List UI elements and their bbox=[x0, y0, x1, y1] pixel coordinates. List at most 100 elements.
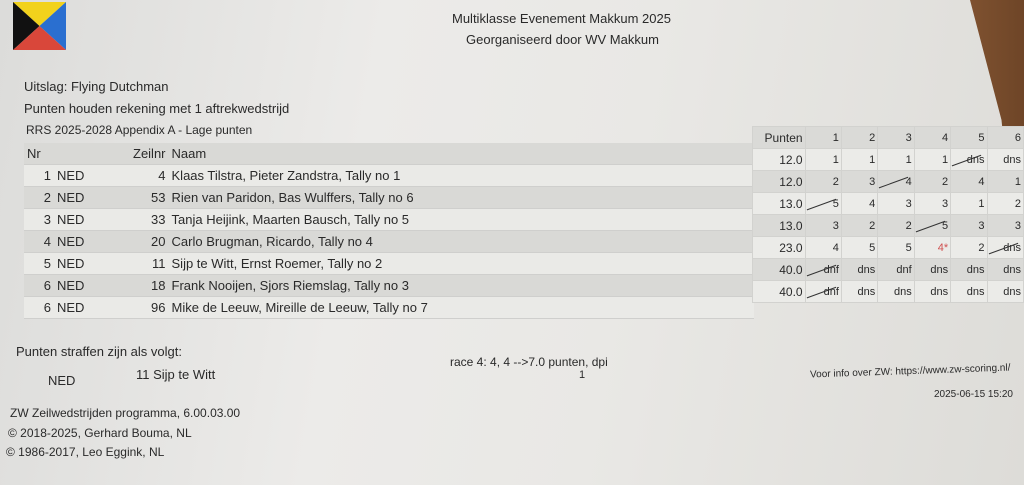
table-header-row-right: Punten 1 2 3 4 5 6 bbox=[752, 126, 1024, 149]
race-score: 4 bbox=[877, 170, 915, 193]
row-nr: 2 bbox=[24, 186, 54, 209]
race-score: 2 bbox=[840, 214, 879, 237]
race-score: 1 bbox=[913, 148, 952, 171]
footer-line-3: © 1986-2017, Leo Eggink, NL bbox=[6, 445, 165, 459]
row-naam: Tanja Heijink, Maarten Bausch, Tally no … bbox=[168, 208, 754, 231]
row-punten: 40.0 bbox=[752, 280, 806, 303]
col-race-2: 2 bbox=[840, 126, 879, 149]
row-punten: 12.0 bbox=[752, 170, 806, 193]
row-punten: 23.0 bbox=[752, 236, 806, 259]
row-land: NED bbox=[54, 208, 130, 231]
race-score: dns bbox=[840, 280, 879, 303]
race-score: 1 bbox=[986, 170, 1024, 193]
race-score: dnf bbox=[877, 258, 915, 281]
z-flag-logo bbox=[13, 2, 66, 50]
race-score: 3 bbox=[950, 214, 988, 237]
row-nr: 4 bbox=[24, 230, 54, 253]
table-row-scores: 13.0 5 4 3 3 1 2 bbox=[752, 192, 1024, 215]
row-punten: 13.0 bbox=[752, 214, 806, 237]
race-score: 2 bbox=[877, 214, 915, 237]
race-score: 1 bbox=[804, 148, 842, 171]
race-score: dns bbox=[986, 258, 1024, 281]
race-score: 3 bbox=[804, 214, 842, 237]
row-naam: Rien van Paridon, Bas Wulffers, Tally no… bbox=[168, 186, 754, 209]
row-land: NED bbox=[54, 274, 130, 297]
race-score: 3 bbox=[986, 214, 1024, 237]
row-land: NED bbox=[54, 252, 130, 275]
info-link: Voor info over ZW: https://www.zw-scorin… bbox=[809, 362, 1011, 381]
table-row: 2 NED 53 Rien van Paridon, Bas Wulffers, Ta… bbox=[24, 186, 754, 209]
row-nr: 1 bbox=[24, 164, 54, 187]
race-score: dns bbox=[950, 280, 988, 303]
race-score: dns bbox=[913, 280, 952, 303]
table-row-scores: 12.0 1 1 1 1 dns dns bbox=[752, 148, 1024, 171]
aftrek-note: Punten houden rekening met 1 aftrekwedst… bbox=[24, 101, 290, 116]
penalty-land: NED bbox=[48, 373, 76, 388]
race-score: 1 bbox=[950, 192, 988, 215]
table-row: 5 NED 11 Sijp te Witt, Ernst Roemer, Tally … bbox=[24, 252, 754, 275]
row-zeilnr: 33 bbox=[130, 208, 169, 231]
col-race-6: 6 bbox=[986, 126, 1024, 149]
footer-line-1: ZW Zeilwedstrijden programma, 6.00.03.00 bbox=[10, 406, 241, 420]
col-race-4: 4 bbox=[913, 126, 952, 149]
race-score: 3 bbox=[913, 192, 952, 215]
race-score: 5 bbox=[804, 192, 842, 215]
row-naam: Carlo Brugman, Ricardo, Tally no 4 bbox=[168, 230, 754, 253]
rrs-note: RRS 2025-2028 Appendix A - Lage punten bbox=[26, 123, 253, 137]
race-score: 4 bbox=[840, 192, 879, 215]
race-score: 5 bbox=[840, 236, 879, 259]
row-nr: 6 bbox=[24, 274, 54, 297]
penalty-entry: 11 Sijp te Witt bbox=[136, 367, 216, 382]
col-nr: Nr bbox=[24, 143, 54, 165]
race-score: 2 bbox=[913, 170, 952, 193]
col-race-1: 1 bbox=[804, 126, 842, 149]
race-score: dnf bbox=[804, 258, 842, 281]
footer-line-2: © 2018-2025, Gerhard Bouma, NL bbox=[8, 426, 192, 440]
row-naam: Klaas Tilstra, Pieter Zandstra, Tally no… bbox=[168, 164, 754, 187]
row-nr: 3 bbox=[24, 208, 54, 231]
race-score: 2 bbox=[950, 236, 988, 259]
row-land: NED bbox=[54, 230, 130, 253]
race-score: dns bbox=[950, 148, 988, 171]
row-land: NED bbox=[54, 164, 130, 187]
row-zeilnr: 18 bbox=[130, 274, 169, 297]
row-naam: Frank Nooijen, Sjors Riemslag, Tally no … bbox=[168, 274, 754, 297]
race-score: 5 bbox=[877, 236, 915, 259]
race-score: 1 bbox=[877, 148, 915, 171]
col-zeilnr: Zeilnr bbox=[130, 143, 169, 165]
race-score: dns bbox=[840, 258, 879, 281]
race-score: 1 bbox=[840, 148, 879, 171]
row-zeilnr: 53 bbox=[130, 186, 169, 209]
table-row: 3 NED 33 Tanja Heijink, Maarten Bausch, Tal… bbox=[24, 208, 754, 231]
table-row: 1 NED 4 Klaas Tilstra, Pieter Zandstra, Tal… bbox=[24, 164, 754, 187]
results-table-right: Punten 1 2 3 4 5 6 12.0 1 1 1 1 dns dns 12.0 2 3 4 2 4 1 13.0… bbox=[752, 126, 1024, 303]
row-land: NED bbox=[54, 186, 130, 209]
race-score: dns bbox=[986, 236, 1024, 259]
row-land: NED bbox=[54, 296, 130, 319]
row-zeilnr: 20 bbox=[130, 230, 169, 253]
table-row-scores: 40.0 dnf dns dnf dns dns dns bbox=[752, 258, 1024, 281]
race-score: 2 bbox=[804, 170, 842, 193]
row-nr: 6 bbox=[24, 296, 54, 319]
row-punten: 12.0 bbox=[752, 148, 806, 171]
race-score: 3 bbox=[877, 192, 915, 215]
uitslag-label: Uitslag: Flying Dutchman bbox=[24, 79, 169, 94]
row-zeilnr: 4 bbox=[130, 164, 169, 187]
race-score: 3 bbox=[840, 170, 879, 193]
race-score: 4* bbox=[913, 236, 952, 259]
table-row-scores: 12.0 2 3 4 2 4 1 bbox=[752, 170, 1024, 193]
race-score: dns bbox=[986, 148, 1024, 171]
race-score: 2 bbox=[986, 192, 1024, 215]
table-header-row: Nr Zeilnr Naam bbox=[24, 143, 754, 165]
race-score: 4 bbox=[804, 236, 842, 259]
penalties-heading: Punten straffen zijn als volgt: bbox=[16, 344, 182, 359]
table-row-scores: 23.0 4 5 5 4* 2 dns bbox=[752, 236, 1024, 259]
race-score: dns bbox=[986, 280, 1024, 303]
table-row: 6 NED 96 Mike de Leeuw, Mireille de Leeuw, … bbox=[24, 296, 754, 319]
race-score: dns bbox=[913, 258, 952, 281]
row-punten: 40.0 bbox=[752, 258, 806, 281]
col-naam: Naam bbox=[168, 143, 754, 165]
results-table-left: Nr Zeilnr Naam 1 NED 4 Klaas Tilstra, Piete… bbox=[24, 143, 754, 319]
table-row-scores: 13.0 3 2 2 5 3 3 bbox=[752, 214, 1024, 237]
col-race-3: 3 bbox=[877, 126, 915, 149]
